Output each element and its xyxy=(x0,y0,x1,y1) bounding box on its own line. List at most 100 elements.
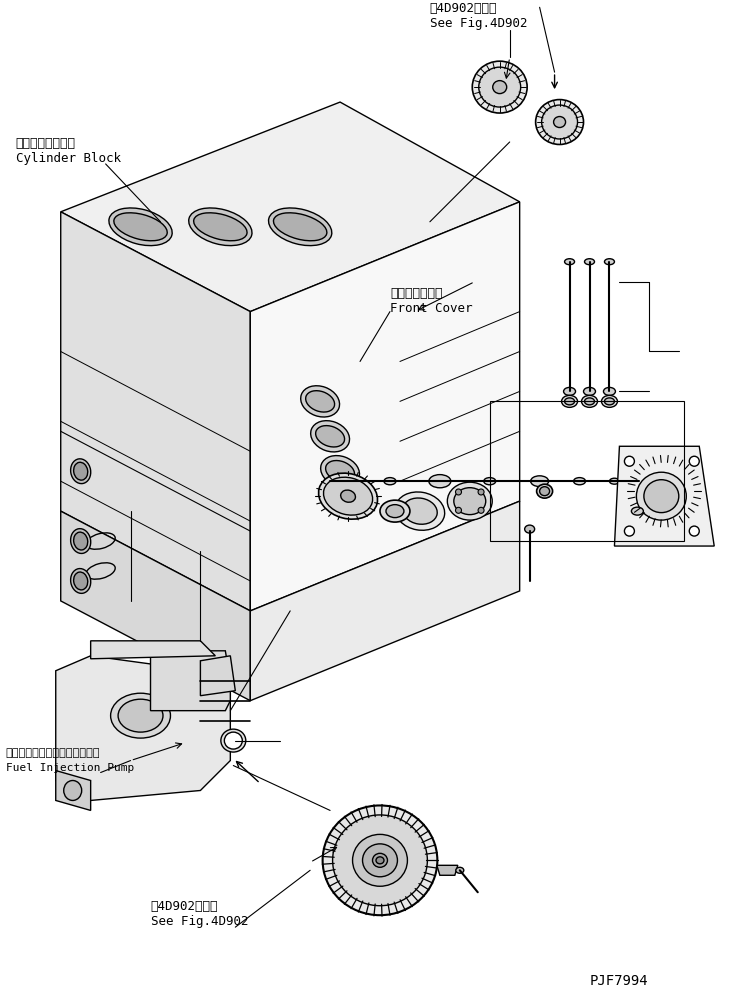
Ellipse shape xyxy=(456,867,464,873)
Ellipse shape xyxy=(484,478,496,485)
Ellipse shape xyxy=(273,213,327,241)
Ellipse shape xyxy=(341,476,359,487)
Ellipse shape xyxy=(73,572,88,589)
Polygon shape xyxy=(614,447,715,546)
Text: Front Cover: Front Cover xyxy=(390,302,473,315)
Ellipse shape xyxy=(311,421,350,452)
Ellipse shape xyxy=(70,459,91,484)
Ellipse shape xyxy=(479,67,521,107)
Ellipse shape xyxy=(111,693,171,738)
Ellipse shape xyxy=(318,474,377,519)
Ellipse shape xyxy=(583,388,595,396)
Ellipse shape xyxy=(269,208,332,246)
Text: Fuel Injection Pump: Fuel Injection Pump xyxy=(6,762,134,772)
Ellipse shape xyxy=(64,780,82,800)
Ellipse shape xyxy=(563,388,575,396)
Ellipse shape xyxy=(627,456,702,527)
Ellipse shape xyxy=(73,532,88,550)
Text: See Fig.4D902: See Fig.4D902 xyxy=(430,17,527,30)
Circle shape xyxy=(689,457,700,467)
Polygon shape xyxy=(151,650,231,710)
Circle shape xyxy=(455,507,461,513)
Ellipse shape xyxy=(194,213,247,241)
Text: 第4D902図参照: 第4D902図参照 xyxy=(430,2,497,15)
Ellipse shape xyxy=(363,844,398,877)
Text: Cylinder Block: Cylinder Block xyxy=(16,152,121,165)
Ellipse shape xyxy=(631,507,643,515)
Ellipse shape xyxy=(610,479,619,485)
Ellipse shape xyxy=(539,487,550,496)
Ellipse shape xyxy=(536,100,583,145)
Ellipse shape xyxy=(493,81,506,94)
Ellipse shape xyxy=(341,491,356,502)
Ellipse shape xyxy=(562,396,577,408)
Polygon shape xyxy=(250,501,520,700)
Ellipse shape xyxy=(402,498,437,524)
Ellipse shape xyxy=(565,259,574,265)
Circle shape xyxy=(478,489,484,495)
Ellipse shape xyxy=(386,504,404,517)
Ellipse shape xyxy=(631,479,638,484)
Ellipse shape xyxy=(658,486,670,497)
Ellipse shape xyxy=(114,213,167,241)
Ellipse shape xyxy=(530,476,548,487)
Ellipse shape xyxy=(574,478,586,485)
Ellipse shape xyxy=(581,396,598,408)
Ellipse shape xyxy=(634,462,695,521)
Ellipse shape xyxy=(604,388,616,396)
Ellipse shape xyxy=(395,492,445,530)
Ellipse shape xyxy=(315,426,345,447)
Ellipse shape xyxy=(601,396,617,408)
Ellipse shape xyxy=(333,815,428,906)
Ellipse shape xyxy=(655,482,674,500)
Ellipse shape xyxy=(376,857,384,864)
Circle shape xyxy=(455,489,461,495)
Circle shape xyxy=(689,526,700,536)
Text: シリンダブロック: シリンダブロック xyxy=(16,137,76,150)
Ellipse shape xyxy=(321,456,360,487)
Polygon shape xyxy=(91,640,216,658)
Text: 第4D902図参照: 第4D902図参照 xyxy=(151,900,218,913)
Ellipse shape xyxy=(542,105,577,139)
Ellipse shape xyxy=(70,568,91,593)
Polygon shape xyxy=(55,770,91,810)
Circle shape xyxy=(625,457,634,467)
Ellipse shape xyxy=(225,732,243,749)
Ellipse shape xyxy=(353,834,407,886)
Bar xyxy=(490,402,685,541)
Polygon shape xyxy=(437,865,458,875)
Ellipse shape xyxy=(454,488,486,514)
Ellipse shape xyxy=(70,528,91,553)
Text: See Fig.4D902: See Fig.4D902 xyxy=(151,915,248,928)
Ellipse shape xyxy=(473,61,527,113)
Ellipse shape xyxy=(73,463,88,481)
Ellipse shape xyxy=(584,398,595,405)
Ellipse shape xyxy=(536,485,553,499)
Ellipse shape xyxy=(644,480,679,512)
Text: フロントカバー: フロントカバー xyxy=(390,287,443,300)
Ellipse shape xyxy=(604,398,614,405)
Circle shape xyxy=(625,526,634,536)
Text: PJF7994: PJF7994 xyxy=(589,974,648,988)
Polygon shape xyxy=(61,511,250,700)
Text: フェルインジェクションポンプ: フェルインジェクションポンプ xyxy=(6,747,100,757)
Ellipse shape xyxy=(565,398,574,405)
Ellipse shape xyxy=(221,729,246,752)
Ellipse shape xyxy=(300,386,339,417)
Ellipse shape xyxy=(324,478,372,515)
Ellipse shape xyxy=(189,208,252,246)
Circle shape xyxy=(478,507,484,513)
Ellipse shape xyxy=(429,475,451,488)
Polygon shape xyxy=(55,655,231,800)
Ellipse shape xyxy=(637,473,686,520)
Polygon shape xyxy=(201,655,235,695)
Ellipse shape xyxy=(118,699,163,732)
Ellipse shape xyxy=(447,483,492,520)
Ellipse shape xyxy=(380,500,410,522)
Polygon shape xyxy=(61,102,520,312)
Ellipse shape xyxy=(326,461,354,482)
Polygon shape xyxy=(61,212,250,611)
Polygon shape xyxy=(250,202,520,611)
Ellipse shape xyxy=(584,259,595,265)
Ellipse shape xyxy=(384,478,396,485)
